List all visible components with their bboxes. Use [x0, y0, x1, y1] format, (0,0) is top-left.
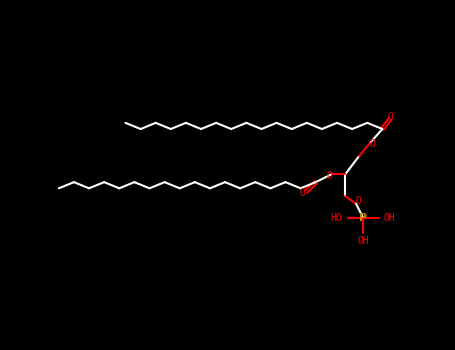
Text: P: P — [359, 212, 367, 223]
Text: OH: OH — [384, 212, 395, 223]
Text: O: O — [299, 188, 305, 198]
Text: O: O — [327, 171, 333, 181]
Text: O: O — [355, 196, 361, 205]
Text: O: O — [388, 112, 394, 122]
Text: OH: OH — [357, 237, 369, 246]
Text: O: O — [369, 139, 375, 149]
Text: HO: HO — [331, 212, 343, 223]
